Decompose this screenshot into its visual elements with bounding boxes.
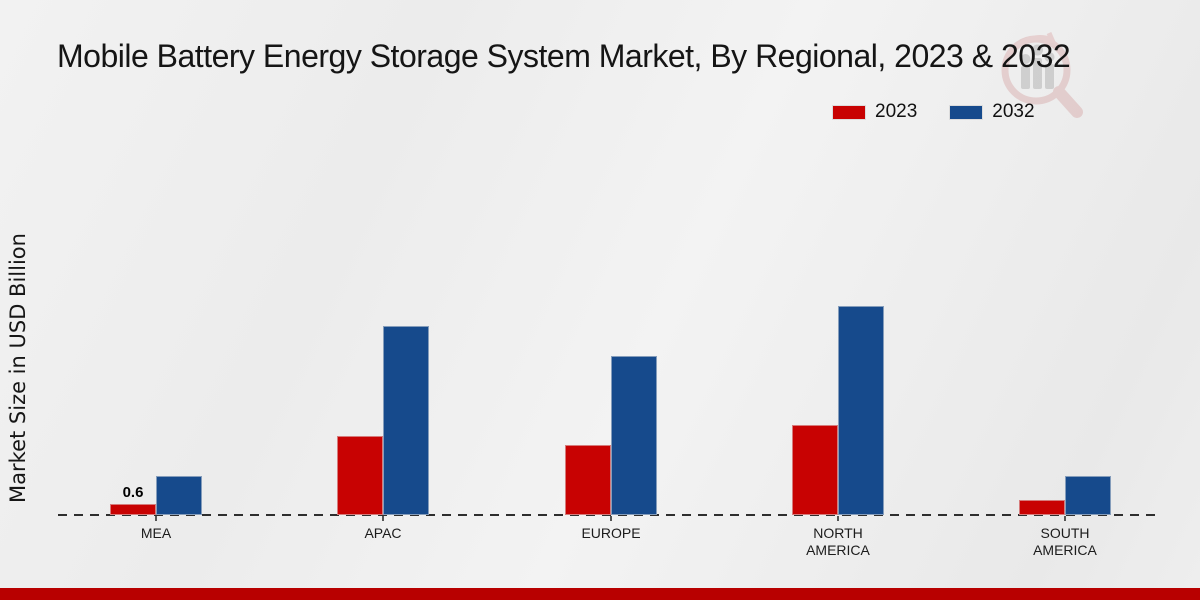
chart-legend: 2023 2032 <box>832 101 1035 123</box>
bar-2032-europe <box>611 356 657 515</box>
mrfr-logo-watermark-icon <box>1001 32 1083 118</box>
bar-2023-south-america <box>1019 500 1065 515</box>
x-axis-tick-mea <box>155 516 157 521</box>
x-axis-tick-europe <box>610 516 612 521</box>
x-axis-label-mea: MEA <box>140 525 172 541</box>
x-axis-tick-apac <box>382 516 384 521</box>
x-axis-label-south-america: SOUTH AMERICA <box>1033 525 1097 558</box>
x-axis-tick-south-america <box>1064 516 1066 521</box>
legend-label: 2032 <box>992 101 1035 122</box>
legend-swatch-2023 <box>832 104 866 120</box>
x-axis-label-europe: EUROPE <box>581 525 641 541</box>
x-axis-label-north-america: NORTH AMERICA <box>806 525 870 558</box>
footer-accent-bar <box>0 588 1200 600</box>
legend-swatch-2032 <box>949 104 984 120</box>
bar-2032-south-america <box>1065 476 1111 515</box>
legend-label: 2023 <box>875 101 918 122</box>
bar-value-label-2023-mea: 0.6 <box>122 484 144 501</box>
bar-2023-north-america <box>792 425 838 515</box>
bar-2032-mea <box>156 476 202 515</box>
chart-title: Mobile Battery Energy Storage System Mar… <box>57 38 1071 74</box>
legend-item-2032: 2032 <box>949 101 1035 123</box>
bar-2023-apac <box>337 436 383 515</box>
bar-2032-apac <box>383 326 429 515</box>
legend-item-2023: 2023 <box>832 101 917 123</box>
bar-2032-north-america <box>838 306 884 515</box>
x-axis-label-apac: APAC <box>364 525 402 541</box>
bar-2023-europe <box>565 445 611 515</box>
x-axis-tick-north-america <box>837 516 839 521</box>
bar-2023-mea <box>110 504 156 515</box>
x-axis-dashed-line <box>58 514 1162 516</box>
